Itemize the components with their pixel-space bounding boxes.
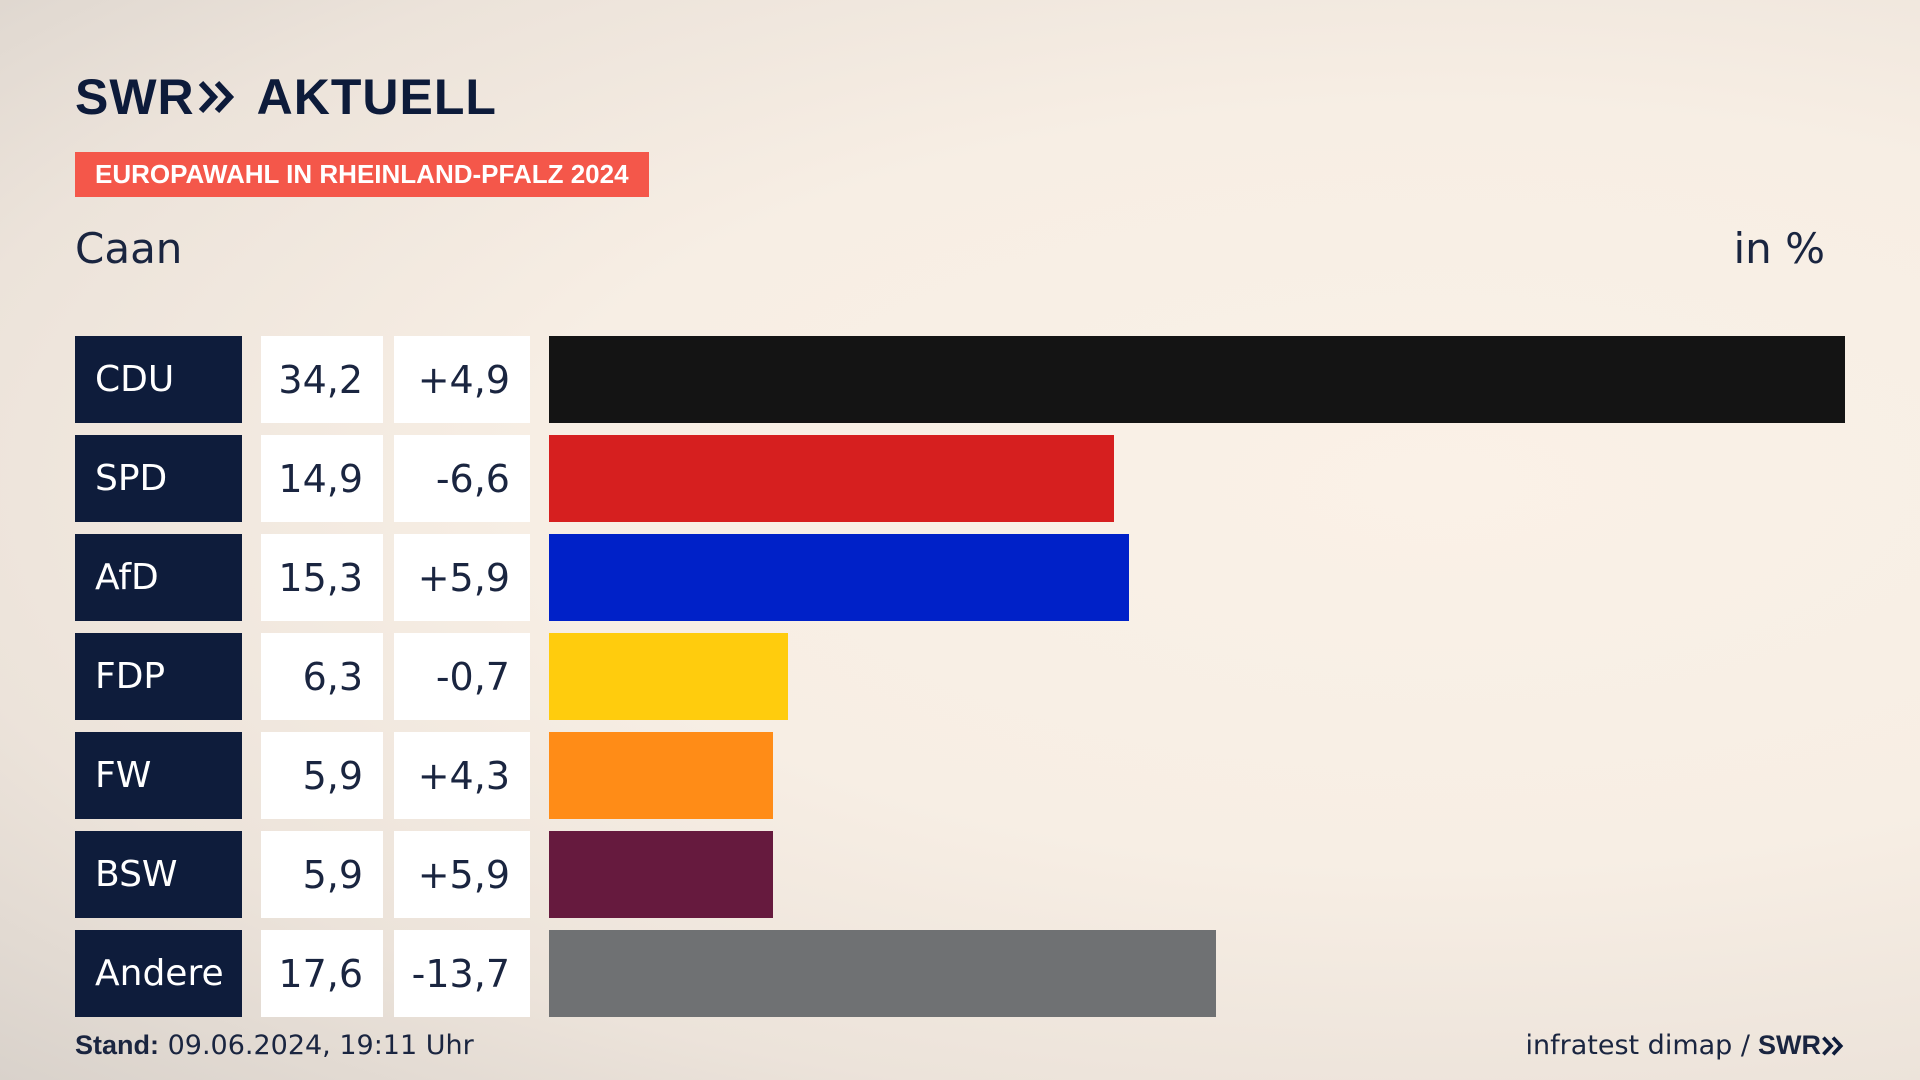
bar-bsw	[549, 831, 773, 918]
vote-share-value: 5,9	[261, 831, 383, 918]
party-label: BSW	[75, 831, 242, 918]
result-row: SPD 14,9 -6,6	[75, 435, 1845, 522]
vote-share-value: 6,3	[261, 633, 383, 720]
swr-aktuell-logo: SWR AKTUELL	[75, 68, 497, 126]
unit-label: in %	[1733, 224, 1825, 273]
vote-share-value: 17,6	[261, 930, 383, 1017]
vote-change-value: +5,9	[394, 534, 530, 621]
election-badge: EUROPAWAHL IN RHEINLAND-PFALZ 2024	[75, 152, 649, 197]
vote-change-value: -13,7	[394, 930, 530, 1017]
section-title: AKTUELL	[256, 69, 497, 125]
region-title: Caan	[75, 224, 183, 273]
results-chart: CDU 34,2 +4,9 SPD 14,9 -6,6 AfD 15,3 +5,9 FDP 6,3-…	[75, 336, 1845, 1017]
bar-andere	[549, 930, 1216, 1017]
vote-change-value: +4,9	[394, 336, 530, 423]
result-row: BSW 5,9 +5,9	[75, 831, 1845, 918]
timestamp: Stand: 09.06.2024, 19:11 Uhr	[75, 1030, 474, 1061]
swr-small-text: SWR	[1758, 1030, 1821, 1060]
vote-share-value: 34,2	[261, 336, 383, 423]
swr-small-logo: SWR	[1758, 1030, 1845, 1061]
party-label: FDP	[75, 633, 242, 720]
bar-fdp	[549, 633, 788, 720]
vote-share-value: 15,3	[261, 534, 383, 621]
result-row: AfD 15,3 +5,9	[75, 534, 1845, 621]
vote-change-value: +4,3	[394, 732, 530, 819]
party-label: CDU	[75, 336, 242, 423]
stand-value: 09.06.2024, 19:11 Uhr	[167, 1030, 474, 1061]
swr-brand: SWR	[75, 68, 237, 126]
party-label: FW	[75, 732, 242, 819]
bar-cdu	[549, 336, 1845, 423]
vote-share-value: 14,9	[261, 435, 383, 522]
result-row: FDP 6,3 -0,7	[75, 633, 1845, 720]
vote-share-value: 5,9	[261, 732, 383, 819]
result-row: FW 5,9 +4,3	[75, 732, 1845, 819]
vote-change-value: -6,6	[394, 435, 530, 522]
vote-change-value: +5,9	[394, 831, 530, 918]
double-chevron-small-icon	[1822, 1035, 1844, 1056]
source-text: infratest dimap /	[1525, 1030, 1750, 1061]
source-credit: infratest dimap / SWR	[1525, 1030, 1845, 1061]
party-label: SPD	[75, 435, 242, 522]
bar-afd	[549, 534, 1129, 621]
party-label: Andere	[75, 930, 242, 1017]
stand-label: Stand:	[75, 1030, 159, 1060]
result-row: CDU 34,2 +4,9	[75, 336, 1845, 423]
swr-brand-text: SWR	[75, 69, 195, 125]
result-row: Andere 17,6 -13,7	[75, 930, 1845, 1017]
party-label: AfD	[75, 534, 242, 621]
double-chevron-icon	[198, 80, 234, 114]
vote-change-value: -0,7	[394, 633, 530, 720]
bar-fw	[549, 732, 773, 819]
bar-spd	[549, 435, 1114, 522]
